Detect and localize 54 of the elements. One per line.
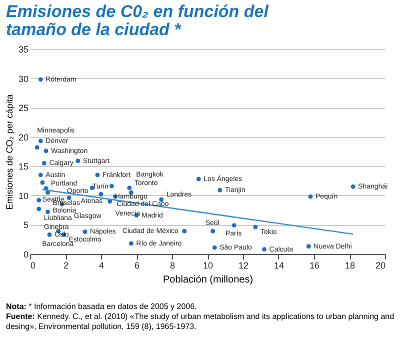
point <box>308 194 313 199</box>
point <box>38 138 43 144</box>
x-tick-label: 0 <box>30 260 36 270</box>
point <box>34 145 40 150</box>
chart-title: Emisiones de C0₂ en función del tamaño de la ciudad * <box>6 2 270 39</box>
point <box>47 232 52 237</box>
point <box>218 188 222 192</box>
x-tick-label: 8 <box>170 260 176 270</box>
point <box>42 160 46 166</box>
point <box>44 148 48 154</box>
text: Nota: * Información basada en datos de 2005 y 2006. <box>6 302 198 312</box>
y-tick-label: 5 <box>23 220 28 230</box>
x-tick-label: 4 <box>98 260 104 270</box>
point <box>262 247 267 252</box>
point <box>82 230 88 234</box>
point <box>232 223 236 228</box>
point <box>212 245 217 250</box>
x-axis-title: Población (millones) <box>162 274 254 286</box>
point <box>46 210 50 214</box>
source-note: Fuente: Kennedy. C., et al. (2010) «The study of urban metabolism and its applications to urban planning and desing», Environmental pollution, 159 (8), 1965-1973. <box>6 312 396 332</box>
point <box>109 184 114 188</box>
point <box>38 172 43 178</box>
x-tick-label: 14 <box>274 260 284 270</box>
y-tick-label: 20 <box>18 132 28 142</box>
x-tick-label: 12 <box>238 260 249 270</box>
y-tick-label: 30 <box>18 74 28 84</box>
point <box>36 206 42 212</box>
y-tick-label: 15 <box>18 162 28 172</box>
y-tick-label: 35 <box>18 44 28 54</box>
point <box>127 186 132 190</box>
x-tick-label: 20 <box>375 260 386 270</box>
point <box>253 224 258 230</box>
point <box>350 184 356 189</box>
point <box>38 77 43 82</box>
point <box>36 198 42 202</box>
x-tick-label: 18 <box>344 260 356 270</box>
x-tick-label: 2 <box>63 260 69 270</box>
y-tick-label: 10 <box>18 190 28 201</box>
point <box>196 176 201 182</box>
y-axis-title: Emisiones de CO₂ per cápita <box>4 94 14 210</box>
point <box>40 180 45 185</box>
point <box>76 158 80 164</box>
x-tick-label: 16 <box>309 260 320 270</box>
point <box>66 196 72 200</box>
y-tick-label: 25 <box>18 103 28 114</box>
point <box>98 192 104 196</box>
point <box>210 228 216 234</box>
x-tick-label: 6 <box>134 260 140 270</box>
y-tick-label: 0 <box>23 250 28 260</box>
point <box>182 228 187 234</box>
point <box>306 244 311 249</box>
x-tick-label: 10 <box>202 260 214 270</box>
point <box>95 172 100 178</box>
point <box>128 241 134 246</box>
